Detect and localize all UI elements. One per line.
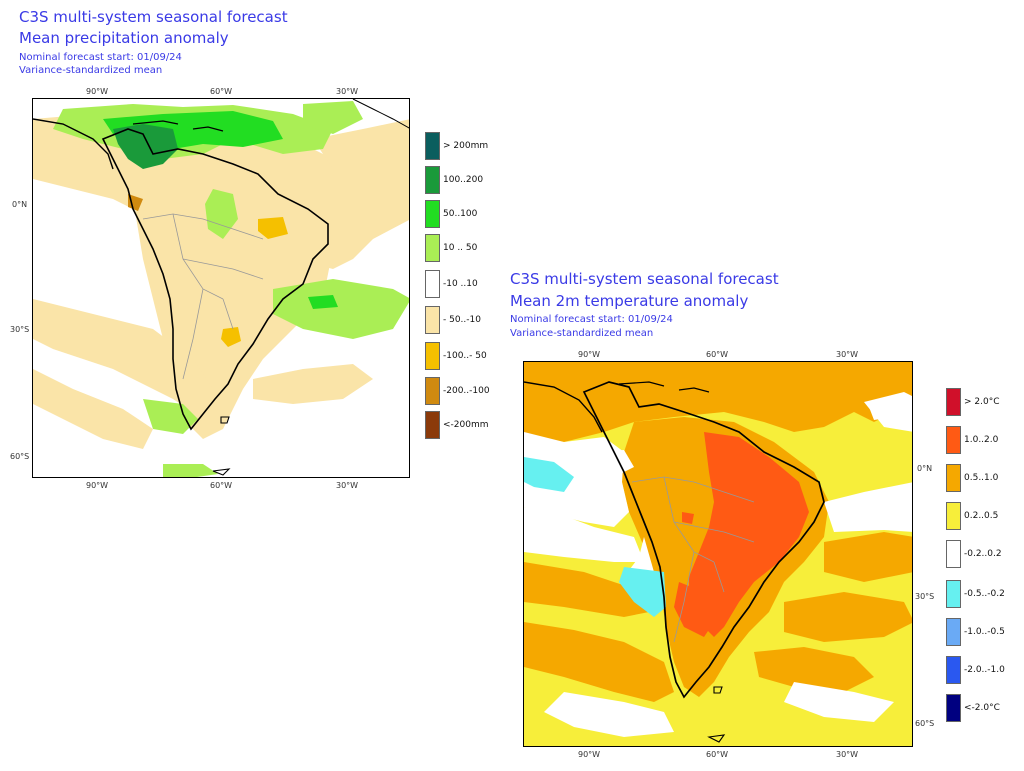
temp-legend-swatch [946,656,961,684]
precip-legend-item: > 200mm [425,132,515,162]
precip-method: Variance-standardized mean [19,65,163,76]
precip-legend-item: - 50..-10 [425,306,515,336]
temp-legend-item: <-2.0°C [946,694,1024,724]
temp-legend-item: 0.2..0.5 [946,502,1024,532]
temp-legend-label: -0.5..-0.2 [964,589,1005,599]
precip-legend-label: -200..-100 [443,386,490,396]
precip-legend-item: 10 .. 50 [425,234,515,264]
precip-legend-label: 100..200 [443,175,484,185]
precip-legend-swatch [425,132,440,160]
temp-subtitle: Mean 2m temperature anomaly [510,292,749,310]
temp-lat-tick: 60°S [915,719,935,728]
precip-legend: > 200mm 100..200 50..100 10 .. 50 -10 ..… [425,132,515,442]
temp-legend-item: > 2.0°C [946,388,1024,418]
precip-bottom-tick: 60°W [210,481,233,490]
temp-legend-label: 0.5..1.0 [964,473,999,483]
temp-legend-swatch [946,464,961,492]
precip-legend-item: -10 ..10 [425,270,515,300]
temp-map [523,361,913,747]
temp-title: C3S multi-system seasonal forecast [510,270,779,288]
precip-legend-swatch [425,342,440,370]
temp-bottom-tick: 60°W [706,750,729,759]
temp-legend-swatch [946,426,961,454]
temp-legend-label: -2.0..-1.0 [964,665,1005,675]
precip-bottom-tick: 30°W [336,481,359,490]
precip-legend-swatch [425,200,440,228]
temp-legend-swatch [946,694,961,722]
temp-legend-item: 1.0..2.0 [946,426,1024,456]
temp-method: Variance-standardized mean [510,328,654,339]
precip-legend-item: 50..100 [425,200,515,230]
temp-legend-label: 1.0..2.0 [964,435,999,445]
temp-legend: > 2.0°C 1.0..2.0 0.5..1.0 0.2..0.5 -0.2.… [946,388,1024,733]
precip-legend-label: <-200mm [443,420,489,430]
temp-legend-label: -1.0..-0.5 [964,627,1005,637]
precip-legend-swatch [425,306,440,334]
precip-title: C3S multi-system seasonal forecast [19,8,288,26]
precip-legend-swatch [425,234,440,262]
precip-lat-tick: 0°N [12,200,28,209]
precip-legend-item: -100..- 50 [425,342,515,372]
temp-map-graphic [524,362,912,746]
temp-legend-swatch [946,388,961,416]
temp-legend-item: -0.2..0.2 [946,540,1024,570]
precip-legend-label: 10 .. 50 [443,243,478,253]
temp-lat-tick: 0°N [917,464,933,473]
precip-legend-swatch [425,166,440,194]
temp-legend-swatch [946,502,961,530]
precip-bottom-tick: 90°W [86,481,109,490]
temp-legend-swatch [946,540,961,568]
precip-legend-swatch [425,270,440,298]
precip-map-graphic [33,99,409,477]
precip-legend-label: -100..- 50 [443,351,487,361]
temp-legend-swatch [946,618,961,646]
precip-top-tick: 60°W [210,87,233,96]
temp-legend-item: 0.5..1.0 [946,464,1024,494]
temp-legend-label: -0.2..0.2 [964,549,1002,559]
precip-legend-item: 100..200 [425,166,515,196]
temp-legend-item: -0.5..-0.2 [946,580,1024,610]
precip-map [32,98,410,478]
precip-lat-tick: 30°S [10,325,30,334]
precip-legend-swatch [425,411,440,439]
temp-legend-item: -2.0..-1.0 [946,656,1024,686]
precip-legend-swatch [425,377,440,405]
temp-lat-tick: 30°S [915,592,935,601]
precip-top-tick: 30°W [336,87,359,96]
precip-lat-tick: 60°S [10,452,30,461]
precip-legend-item: -200..-100 [425,377,515,407]
temp-legend-swatch [946,580,961,608]
precip-top-tick: 90°W [86,87,109,96]
temp-top-tick: 60°W [706,350,729,359]
temp-top-tick: 90°W [578,350,601,359]
temp-forecast-start: Nominal forecast start: 01/09/24 [510,314,673,325]
temp-bottom-tick: 30°W [836,750,859,759]
temp-top-tick: 30°W [836,350,859,359]
temp-legend-label: <-2.0°C [964,703,1000,713]
precip-legend-label: > 200mm [443,141,489,151]
temp-legend-label: > 2.0°C [964,397,1000,407]
precip-legend-label: 50..100 [443,209,478,219]
precip-subtitle: Mean precipitation anomaly [19,29,229,47]
temp-legend-item: -1.0..-0.5 [946,618,1024,648]
temp-legend-label: 0.2..0.5 [964,511,999,521]
precip-legend-item: <-200mm [425,411,515,441]
precip-legend-label: - 50..-10 [443,315,481,325]
precip-forecast-start: Nominal forecast start: 01/09/24 [19,52,182,63]
temp-bottom-tick: 90°W [578,750,601,759]
precip-legend-label: -10 ..10 [443,279,478,289]
